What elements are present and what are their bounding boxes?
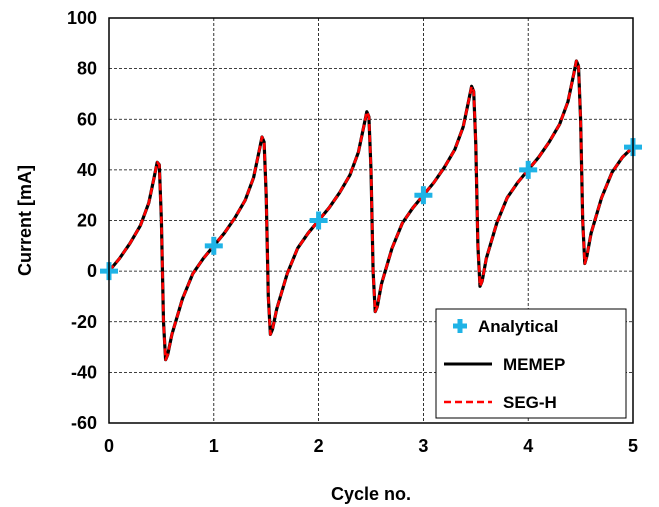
y-tick-label: -40: [71, 362, 97, 382]
x-tick-label: 0: [104, 436, 114, 456]
legend-item-seg-h: SEG-H: [444, 393, 557, 412]
x-tick-label: 5: [628, 436, 638, 456]
legend-item-analytical: Analytical: [453, 317, 558, 336]
y-tick-label: -20: [71, 312, 97, 332]
x-tick-label: 4: [523, 436, 533, 456]
legend-marker-analytical: [453, 319, 467, 333]
y-tick-label: 80: [77, 59, 97, 79]
y-tick-label: 40: [77, 160, 97, 180]
x-tick-label: 2: [314, 436, 324, 456]
y-tick-label: -60: [71, 413, 97, 433]
data-point-analytical: [204, 236, 223, 255]
legend-item-memep: MEMEP: [444, 355, 565, 374]
y-tick-label: 0: [87, 261, 97, 281]
legend: Analytical MEMEP SEG-H: [435, 308, 627, 419]
x-axis-label: Cycle no.: [331, 484, 411, 504]
legend-label-memep: MEMEP: [503, 355, 565, 374]
y-tick-label: 100: [67, 8, 97, 28]
legend-label-seg-h: SEG-H: [503, 393, 557, 412]
data-point-analytical: [519, 160, 538, 179]
x-tick-label: 3: [418, 436, 428, 456]
y-tick-label: 20: [77, 211, 97, 231]
plot-area-border: [108, 17, 634, 424]
data-point-analytical: [309, 211, 328, 230]
series-line-seg-h: [108, 59, 634, 361]
tick-labels: 0 1 2 3 4 5 -60 -40 -20 0 20 40 60 80 100: [67, 8, 638, 456]
data-point-analytical: [414, 186, 433, 205]
legend-label-analytical: Analytical: [478, 317, 558, 336]
x-tick-label: 1: [209, 436, 219, 456]
y-tick-label: 60: [77, 109, 97, 129]
y-axis-label: Current [mA]: [15, 165, 35, 276]
